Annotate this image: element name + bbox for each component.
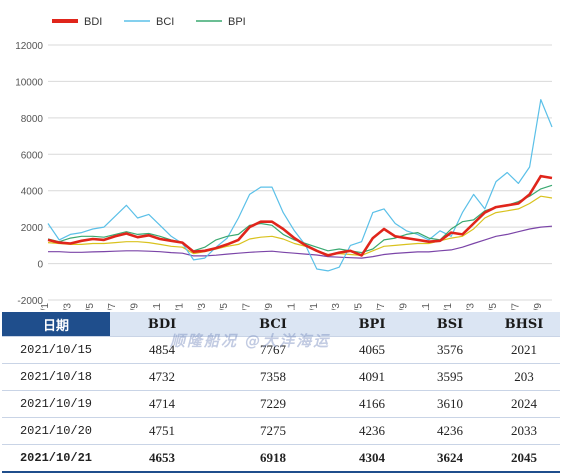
y-tick-label: 12000	[15, 41, 43, 52]
x-tick-label: 18/5	[85, 303, 96, 310]
x-tick-label: 19/3	[197, 303, 208, 310]
y-tick-label: 6000	[21, 150, 44, 161]
table-header-row: 日期 BDI BCI BPI BSI BHSI	[2, 312, 560, 337]
header-date: 日期	[2, 312, 110, 337]
cell-bpi: 4236	[332, 417, 412, 445]
cell-bsi: 3624	[412, 444, 488, 473]
table-row: 2021/10/20 4751 7275 4236 4236 2033	[2, 417, 560, 445]
header-bci: BCI	[214, 312, 332, 337]
x-tick-label: 21/7	[510, 303, 521, 310]
x-tick-label: 20/5	[354, 303, 365, 310]
x-tick-label: 18/9	[130, 303, 141, 310]
cell-bpi: 4304	[332, 444, 412, 473]
cell-date: 2021/10/19	[2, 390, 110, 418]
cell-bpi: 4065	[332, 336, 412, 364]
cell-bci: 7229	[214, 390, 332, 418]
x-tick-label: 19/9	[264, 303, 275, 310]
x-tick-label: 21/1	[443, 303, 454, 310]
header-bdi: BDI	[110, 312, 214, 337]
cell-bhsi: 2024	[488, 390, 560, 418]
cell-bci: 7767	[214, 336, 332, 364]
x-tick-label: 20/7	[376, 303, 387, 310]
cell-bdi: 4714	[110, 390, 214, 418]
cell-bsi: 3610	[412, 390, 488, 418]
cell-date: 2021/10/18	[2, 363, 110, 391]
y-tick-label: 4000	[21, 187, 44, 198]
cell-bhsi: 2021	[488, 336, 560, 364]
table-row: 2021/10/18 4732 7358 4091 3595 203	[2, 363, 560, 391]
header-bpi: BPI	[332, 312, 412, 337]
x-tick-label: 20/1	[309, 303, 320, 310]
x-tick-label: 19/1	[174, 303, 185, 310]
y-tick-label: -2000	[17, 296, 43, 307]
cell-date: 2021/10/21	[2, 444, 110, 473]
cell-bdi: 4653	[110, 444, 214, 473]
x-tick-label: 18/1	[40, 303, 51, 310]
x-tick-label: 20/9	[398, 303, 409, 310]
x-tick-label: 21/3	[466, 303, 477, 310]
x-tick-label: 21/5	[488, 303, 499, 310]
legend-label-bci: BCI	[156, 16, 174, 28]
x-tick-label: 21/9	[533, 303, 544, 310]
series-line-bhsi	[48, 225, 553, 259]
cell-bsi: 4236	[412, 417, 488, 445]
x-tick-label: 19/7	[242, 303, 253, 310]
x-tick-label: 18/7	[107, 303, 118, 310]
table-row: 2021/10/21 4653 6918 4304 3624 2045	[2, 444, 560, 473]
cell-bdi: 4751	[110, 417, 214, 445]
legend-label-bpi: BPI	[228, 16, 246, 28]
series-line-bci	[47, 98, 553, 272]
cell-bci: 6918	[214, 444, 332, 473]
y-tick-label: 0	[37, 260, 43, 271]
header-bhsi: BHSI	[488, 312, 560, 337]
cell-date: 2021/10/20	[2, 417, 110, 445]
cell-bpi: 4091	[332, 363, 412, 391]
cell-bhsi: 2045	[488, 444, 560, 473]
x-tick-label: 19/11	[286, 303, 297, 310]
cell-bsi: 3595	[412, 363, 488, 391]
x-tick-label: 18/11	[152, 303, 163, 310]
y-tick-label: 8000	[21, 114, 44, 125]
y-tick-label: 2000	[21, 223, 44, 234]
table-row: 2021/10/19 4714 7229 4166 3610 2024	[2, 390, 560, 418]
cell-bdi: 4854	[110, 336, 214, 364]
x-tick-label: 20/11	[421, 303, 432, 310]
cell-bsi: 3576	[412, 336, 488, 364]
cell-bhsi: 2033	[488, 417, 560, 445]
series-line-bsi	[47, 195, 553, 256]
chart-area: -2000 0 2000 4000 6000 8000 10000 12000 18/1 18/3…	[15, 16, 553, 327]
line-chart: -2000 0 2000 4000 6000 8000 10000 12000 18/1 18/3…	[15, 16, 553, 327]
cell-bpi: 4166	[332, 390, 412, 418]
x-tick-label: 18/3	[62, 303, 73, 310]
cell-bhsi: 203	[488, 363, 560, 391]
header-bsi: BSI	[412, 312, 488, 337]
cell-bci: 7358	[214, 363, 332, 391]
cell-bci: 7275	[214, 417, 332, 445]
x-tick-label: 19/5	[219, 303, 230, 310]
table-row: 2021/10/15 4854 7767 4065 3576 2021	[2, 336, 560, 364]
x-tick-label: 20/3	[331, 303, 342, 310]
legend-label-bdi: BDI	[84, 16, 102, 28]
y-tick-label: 10000	[15, 77, 43, 88]
cell-bdi: 4732	[110, 363, 214, 391]
series-line-bdi	[47, 174, 553, 257]
cell-date: 2021/10/15	[2, 336, 110, 364]
index-table: 日期 BDI BCI BPI BSI BHSI 2021/10/15 4854 …	[2, 312, 560, 473]
